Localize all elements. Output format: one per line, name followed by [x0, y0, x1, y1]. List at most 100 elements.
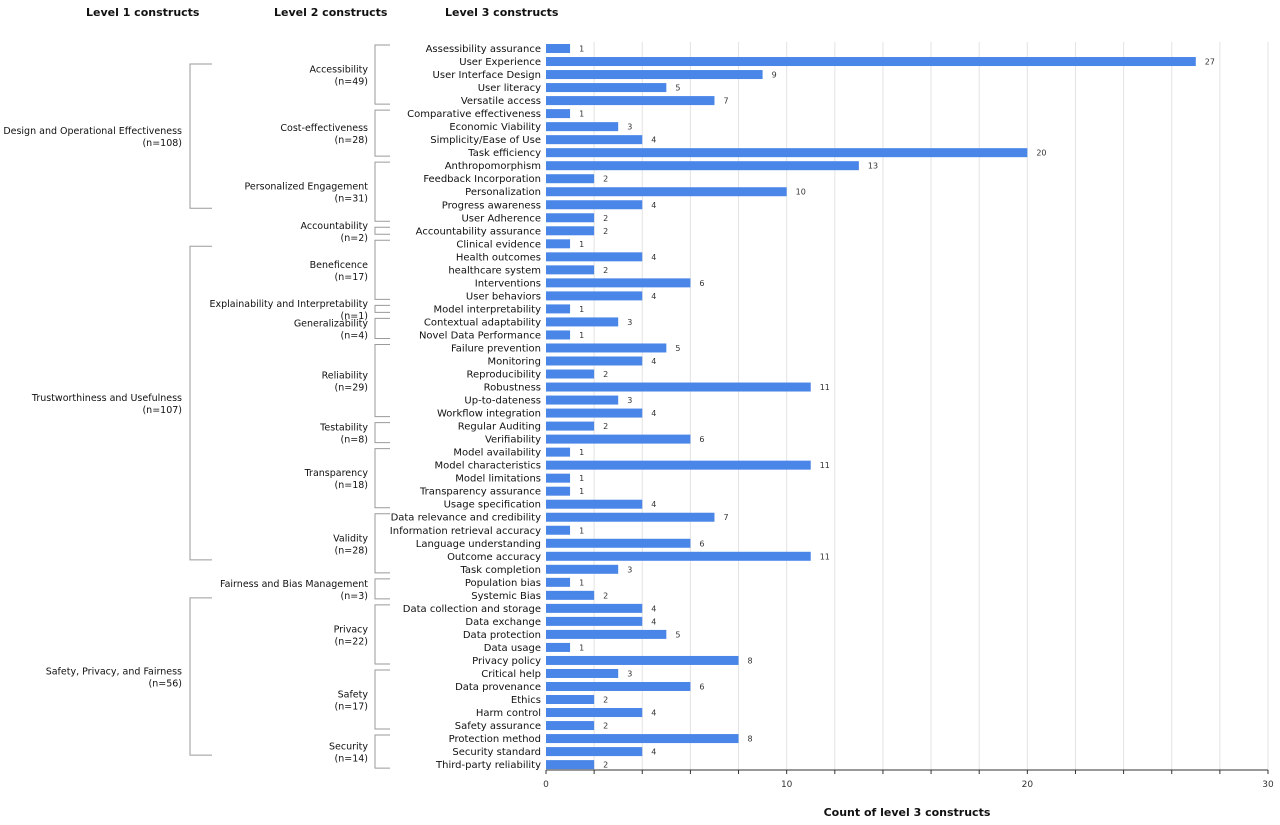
level2-count: (n=31)	[335, 194, 368, 205]
value-label: 4	[651, 748, 656, 757]
level2-label: Fairness and Bias Management	[220, 579, 368, 590]
category-label: Protection method	[449, 734, 541, 745]
bar	[546, 460, 811, 470]
category-label: User Adherence	[461, 213, 541, 224]
category-label: Health outcomes	[456, 252, 541, 263]
category-label: Accountability assurance	[416, 226, 541, 237]
value-label: 1	[579, 240, 584, 249]
category-label: Language understanding	[416, 539, 541, 550]
value-label: 1	[579, 448, 584, 457]
level2-bracket	[374, 161, 390, 222]
category-label: User literacy	[478, 83, 541, 94]
category-label: Data relevance and credibility	[391, 513, 542, 524]
value-label: 1	[579, 305, 584, 314]
level1-bracket	[189, 63, 212, 209]
bar	[546, 148, 1028, 158]
bar	[546, 330, 571, 340]
bar	[546, 291, 643, 301]
level2-bracket	[374, 44, 390, 105]
category-label: Novel Data Performance	[419, 330, 541, 341]
level2-bracket	[374, 109, 390, 157]
level2-count: (n=22)	[335, 636, 368, 647]
level2-header: Level 2 constructs	[274, 6, 388, 19]
category-label: Task efficiency	[467, 148, 541, 159]
category-label: Systemic Bias	[471, 591, 541, 602]
category-label: Clinical evidence	[456, 239, 541, 250]
bar	[546, 642, 571, 652]
level2-label: Accountability	[301, 221, 369, 232]
level2-label: Transparency	[304, 468, 369, 479]
bar	[546, 213, 595, 223]
bar	[546, 590, 595, 600]
category-label: healthcare system	[448, 265, 541, 276]
category-label: Versatile access	[461, 96, 541, 107]
value-label: 3	[627, 669, 632, 678]
bar	[546, 760, 595, 770]
bar	[546, 83, 667, 93]
value-label: 2	[603, 591, 608, 600]
level2-count: (n=3)	[341, 591, 368, 602]
bar	[546, 135, 643, 145]
value-label: 4	[651, 604, 656, 613]
bar	[546, 564, 619, 574]
bar	[546, 44, 571, 54]
bar	[546, 369, 595, 379]
bar	[546, 395, 619, 405]
value-label: 11	[820, 383, 830, 392]
category-label: Data provenance	[455, 682, 541, 693]
level2-count: (n=17)	[335, 702, 368, 713]
category-label: Interventions	[475, 278, 541, 289]
value-label: 13	[868, 162, 878, 171]
category-label: Task completion	[459, 565, 541, 576]
category-label: User Interface Design	[433, 70, 541, 81]
bar	[546, 161, 859, 171]
category-label: Transparency assurance	[419, 487, 541, 498]
category-label: Model characteristics	[435, 461, 541, 472]
value-label: 4	[651, 617, 656, 626]
value-label: 4	[651, 709, 656, 718]
level2-label: Security	[329, 742, 368, 753]
bar	[546, 382, 811, 392]
x-axis-title: Count of level 3 constructs	[823, 806, 991, 819]
level2-label: Accessibility	[310, 65, 369, 76]
value-label: 11	[820, 461, 830, 470]
value-label: 2	[603, 266, 608, 275]
category-label: Contextual adaptability	[424, 317, 541, 328]
level2-label: Generalizability	[294, 318, 369, 329]
bar	[546, 109, 571, 119]
value-label: 1	[579, 487, 584, 496]
level2-label: Validity	[333, 533, 368, 544]
category-label: Reproducibility	[467, 370, 542, 381]
level2-count: (n=8)	[341, 435, 368, 446]
value-label: 27	[1205, 58, 1215, 67]
value-label: 1	[579, 474, 584, 483]
bar	[546, 577, 571, 587]
value-label: 1	[579, 643, 584, 652]
value-label: 4	[651, 201, 656, 210]
category-label: Simplicity/Ease of Use	[430, 135, 541, 146]
bar	[546, 187, 787, 197]
level1-count: (n=107)	[142, 405, 182, 416]
level2-count: (n=1)	[341, 311, 368, 322]
value-label: 4	[651, 292, 656, 301]
value-label: 2	[603, 370, 608, 379]
value-label: 5	[675, 344, 680, 353]
level2-count: (n=49)	[335, 77, 368, 88]
level1-label: Safety, Privacy, and Fairness	[46, 666, 182, 677]
category-label: Data collection and storage	[403, 604, 541, 615]
value-label: 2	[603, 422, 608, 431]
category-label: Security standard	[452, 747, 541, 758]
bar	[546, 239, 571, 249]
level2-bracket	[374, 669, 390, 730]
value-label: 20	[1036, 149, 1046, 158]
level2-bracket	[374, 304, 390, 313]
level2-label: Explainability and Interpretability	[209, 299, 368, 310]
value-label: 4	[651, 409, 656, 418]
category-label: Critical help	[481, 669, 541, 680]
x-tick-label: 10	[781, 780, 793, 790]
value-label: 2	[603, 175, 608, 184]
x-tick-label: 20	[1022, 780, 1034, 790]
value-label: 9	[772, 71, 777, 80]
level2-bracket	[374, 448, 390, 509]
